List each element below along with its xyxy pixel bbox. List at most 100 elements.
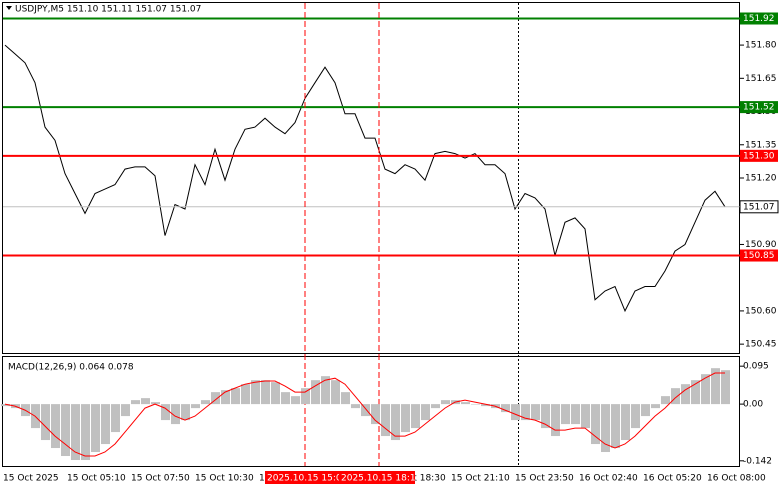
macd-bar xyxy=(81,404,90,461)
macd-bar xyxy=(521,404,530,421)
macd-bar xyxy=(701,374,710,405)
macd-bar xyxy=(531,404,540,421)
price-title: USDJPY,M5 151.10 151.11 151.07 151.07 xyxy=(15,5,201,15)
macd-bar xyxy=(641,404,650,417)
macd-bar xyxy=(661,396,670,405)
macd-bar xyxy=(251,380,260,405)
level-label: 150.85 xyxy=(743,251,775,261)
y-tick-label: 150.60 xyxy=(745,306,777,316)
macd-bar xyxy=(1,404,10,407)
macd-bar xyxy=(111,404,120,433)
macd-bar xyxy=(371,404,380,425)
macd-bar xyxy=(421,404,430,421)
signal-line xyxy=(4,372,725,457)
macd-bar xyxy=(191,404,200,409)
level-label: 151.30 xyxy=(743,151,775,161)
price-line xyxy=(4,44,726,313)
level-label-bg xyxy=(739,200,779,214)
y-tick-label: 0.00 xyxy=(743,400,763,410)
y-tick-label: 151.35 xyxy=(745,140,777,150)
macd-bar xyxy=(211,392,220,405)
macd-bar xyxy=(41,404,50,441)
menu-triangle xyxy=(6,6,12,10)
macd-bar xyxy=(361,404,370,417)
x-tick-label: 15 Oct 21:10 xyxy=(451,474,510,484)
macd-bar xyxy=(501,404,510,413)
macd-bar xyxy=(121,404,130,417)
macd-bar xyxy=(201,400,210,405)
macd-bar xyxy=(321,376,330,405)
macd-bar xyxy=(611,404,620,449)
x-tick-label: 15 Oct 07:50 xyxy=(131,474,190,484)
macd-bar xyxy=(541,404,550,429)
level-label: 151.52 xyxy=(743,103,775,113)
macd-bar xyxy=(551,404,560,437)
macd-bar xyxy=(351,404,360,409)
macd-bar xyxy=(71,404,80,461)
price-panel xyxy=(2,2,740,354)
macd-bar xyxy=(411,404,420,429)
macd-bar xyxy=(401,404,410,433)
y-tick-label: 150.90 xyxy=(745,240,777,250)
x-tick-label: 15 Oct 10:30 xyxy=(195,474,254,484)
macd-bar xyxy=(581,404,590,429)
macd-bar xyxy=(381,404,390,437)
macd-bar xyxy=(561,404,570,425)
macd-bar xyxy=(341,392,350,405)
x-tick-label: 15 Oct 18:30 xyxy=(387,474,446,484)
macd-title: MACD(12,26,9) 0.064 0.078 xyxy=(8,363,134,373)
y-tick-label: 151.65 xyxy=(745,74,777,84)
macd-bar xyxy=(431,404,440,409)
macd-bar xyxy=(511,404,520,421)
macd-bar xyxy=(681,384,690,405)
macd-bar xyxy=(131,400,140,405)
macd-bar xyxy=(311,380,320,405)
macd-bar xyxy=(571,404,580,425)
macd-bar xyxy=(231,388,240,405)
time-marker-label: 2025.10.15 15:05 xyxy=(267,474,347,484)
x-tick-label: 15 Oct 05:10 xyxy=(67,474,126,484)
time-marker-label: 2025.10.15 18:10 xyxy=(341,474,422,484)
macd-bar xyxy=(441,400,450,405)
macd-bar xyxy=(471,404,480,405)
macd-bar xyxy=(651,404,660,409)
y-tick-label: 151.80 xyxy=(745,41,777,51)
macd-bar xyxy=(691,380,700,405)
macd-bar xyxy=(671,388,680,405)
macd-bar xyxy=(631,404,640,429)
macd-bar xyxy=(61,404,70,457)
y-tick-label: 151.20 xyxy=(745,174,777,184)
macd-bar xyxy=(591,404,600,445)
macd-bar xyxy=(141,398,150,405)
x-tick-label: 15 Oct 23:50 xyxy=(515,474,574,484)
x-tick-label: 15 Oct 2025 xyxy=(3,474,59,484)
macd-bar xyxy=(291,396,300,405)
level-label-bg xyxy=(740,101,778,114)
macd-bar xyxy=(161,404,170,421)
macd-bar xyxy=(221,390,230,405)
level-label-bg xyxy=(740,249,778,262)
macd-bar xyxy=(711,368,720,405)
time-marker-bg xyxy=(339,471,415,484)
macd-bar xyxy=(91,404,100,453)
level-label-bg xyxy=(740,12,778,25)
level-label-bg xyxy=(740,149,778,162)
macd-bar xyxy=(481,404,490,407)
macd-bar xyxy=(281,392,290,405)
macd-bar xyxy=(261,380,270,405)
x-tick-label: 16 Oct 02:40 xyxy=(579,474,638,484)
y-tick-label: 0.095 xyxy=(743,362,769,372)
macd-bar xyxy=(721,370,730,405)
macd-bar xyxy=(391,404,400,441)
macd-bar xyxy=(331,380,340,405)
macd-bar xyxy=(271,382,280,405)
x-tick-label: 16 Oct 08:00 xyxy=(707,474,766,484)
macd-bar xyxy=(181,404,190,421)
y-tick-label: -0.142 xyxy=(743,456,772,466)
level-label: 151.07 xyxy=(743,202,775,212)
macd-bar xyxy=(601,404,610,453)
macd-bar xyxy=(151,402,160,405)
macd-bar xyxy=(301,388,310,405)
macd-bar xyxy=(101,404,110,445)
